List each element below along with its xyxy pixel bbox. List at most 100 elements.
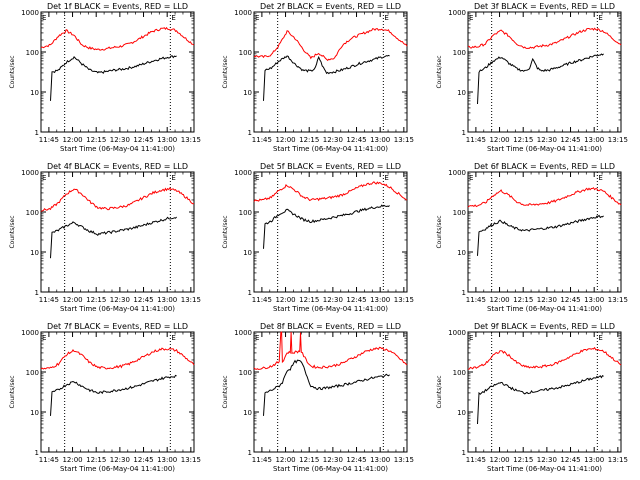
- x-tick-label: 13:00: [370, 136, 390, 144]
- plot-frame: [40, 11, 195, 133]
- plot-frame: [253, 331, 408, 453]
- x-axis-label: Start Time (06-May-04 11:41:00): [60, 305, 175, 313]
- events-rate-line: [477, 375, 604, 425]
- x-tick-label: 12:15: [513, 136, 533, 144]
- y-tick-label: 100: [453, 49, 466, 57]
- y-tick-label: 100: [453, 209, 466, 217]
- events-rate-line: [263, 359, 390, 416]
- x-tick-label: 12:00: [489, 136, 509, 144]
- x-tick-label: 12:15: [513, 296, 533, 304]
- events-rate-line: [477, 214, 604, 256]
- plot-frame: [40, 331, 195, 453]
- x-tick-label: 12:45: [560, 136, 580, 144]
- x-axis-label: Start Time (06-May-04 11:41:00): [487, 305, 602, 313]
- x-tick-label: 13:15: [181, 456, 201, 464]
- events-rate-line: [477, 53, 604, 105]
- event-marker-label: E: [384, 174, 388, 182]
- x-tick-label: 13:00: [157, 456, 177, 464]
- detector-panel-2: Det 2f BLACK = Events, RED = LLD 1 10 100 10…: [222, 2, 414, 153]
- x-tick-label: 12:30: [110, 136, 130, 144]
- panel-title: Det 2f BLACK = Events, RED = LLD: [260, 2, 401, 11]
- x-tick-label: 11:45: [39, 456, 59, 464]
- event-marker-label: E: [469, 14, 473, 22]
- x-tick-label: 12:30: [323, 136, 343, 144]
- x-tick-label: 12:30: [537, 136, 557, 144]
- y-axis-label: Counts/sec: [436, 55, 443, 88]
- x-tick-label: 12:15: [86, 296, 106, 304]
- panel-title: Det 4f BLACK = Events, RED = LLD: [47, 162, 188, 171]
- x-tick-label: 12:15: [86, 136, 106, 144]
- event-marker-label: E: [255, 174, 259, 182]
- x-axis-label: Start Time (06-May-04 11:41:00): [487, 145, 602, 153]
- y-tick-label: 10: [243, 249, 252, 257]
- y-tick-label: 1: [35, 449, 39, 457]
- panel-title: Det 1f BLACK = Events, RED = LLD: [47, 2, 188, 11]
- event-marker-label: E: [469, 174, 473, 182]
- x-tick-label: 11:45: [252, 136, 272, 144]
- y-axis-label: Counts/sec: [436, 215, 443, 248]
- y-tick-label: 1000: [448, 329, 466, 337]
- x-tick-label: 13:15: [394, 296, 414, 304]
- x-tick-label: 13:00: [370, 296, 390, 304]
- events-rate-line: [50, 55, 177, 101]
- lld-rate-line: [40, 26, 195, 51]
- x-tick-label: 11:45: [466, 296, 486, 304]
- y-tick-label: 10: [30, 409, 39, 417]
- x-tick-label: 11:45: [252, 296, 272, 304]
- event-marker-label: E: [469, 334, 473, 342]
- detector-panel-8: Det 8f BLACK = Events, RED = LLD 1 10 100 10…: [222, 322, 414, 473]
- event-marker-label: E: [598, 334, 602, 342]
- y-tick-label: 1000: [21, 329, 39, 337]
- x-tick-label: 12:00: [62, 296, 82, 304]
- events-rate-line: [263, 204, 390, 249]
- y-tick-label: 1: [248, 289, 252, 297]
- event-marker-label: E: [255, 334, 259, 342]
- x-tick-label: 13:00: [370, 456, 390, 464]
- x-tick-label: 12:45: [133, 136, 153, 144]
- events-rate-line: [50, 374, 177, 416]
- event-marker-label: E: [42, 174, 46, 182]
- plot-frame: [253, 171, 408, 293]
- panel-title: Det 6f BLACK = Events, RED = LLD: [474, 162, 615, 171]
- lld-rate-line: [253, 27, 408, 62]
- y-axis-label: Counts/sec: [222, 215, 229, 248]
- x-axis-label: Start Time (06-May-04 11:41:00): [273, 145, 388, 153]
- x-tick-label: 13:15: [608, 136, 628, 144]
- y-tick-label: 1000: [234, 169, 252, 177]
- panel-title: Det 7f BLACK = Events, RED = LLD: [47, 322, 188, 331]
- panel-title: Det 3f BLACK = Events, RED = LLD: [474, 2, 615, 11]
- x-tick-label: 12:30: [537, 456, 557, 464]
- x-tick-label: 12:45: [346, 296, 366, 304]
- x-tick-label: 12:00: [489, 456, 509, 464]
- x-tick-label: 12:00: [62, 456, 82, 464]
- lld-rate-line: [253, 331, 408, 371]
- y-tick-label: 10: [243, 409, 252, 417]
- y-tick-label: 10: [457, 89, 466, 97]
- y-tick-label: 1: [462, 289, 466, 297]
- lld-rate-line: [467, 187, 622, 208]
- event-marker-label: E: [42, 14, 46, 22]
- y-tick-label: 1000: [234, 329, 252, 337]
- x-tick-label: 13:15: [181, 296, 201, 304]
- y-tick-label: 10: [457, 249, 466, 257]
- y-tick-label: 1: [35, 289, 39, 297]
- y-axis-label: Counts/sec: [9, 215, 16, 248]
- y-tick-label: 1000: [448, 169, 466, 177]
- event-marker-label: E: [171, 334, 175, 342]
- plot-frame: [253, 11, 408, 133]
- x-tick-label: 12:30: [110, 296, 130, 304]
- plot-frame: [40, 171, 195, 293]
- panel-title: Det 5f BLACK = Events, RED = LLD: [260, 162, 401, 171]
- event-marker-label: E: [384, 14, 388, 22]
- y-tick-label: 1: [248, 449, 252, 457]
- y-tick-label: 1: [35, 129, 39, 137]
- y-axis-label: Counts/sec: [222, 55, 229, 88]
- x-tick-label: 12:45: [346, 136, 366, 144]
- y-tick-label: 100: [239, 369, 252, 377]
- x-tick-label: 12:00: [275, 136, 295, 144]
- x-tick-label: 13:15: [608, 296, 628, 304]
- y-tick-label: 10: [30, 89, 39, 97]
- y-tick-label: 10: [243, 89, 252, 97]
- y-tick-label: 1000: [21, 9, 39, 17]
- x-axis-label: Start Time (06-May-04 11:41:00): [60, 465, 175, 473]
